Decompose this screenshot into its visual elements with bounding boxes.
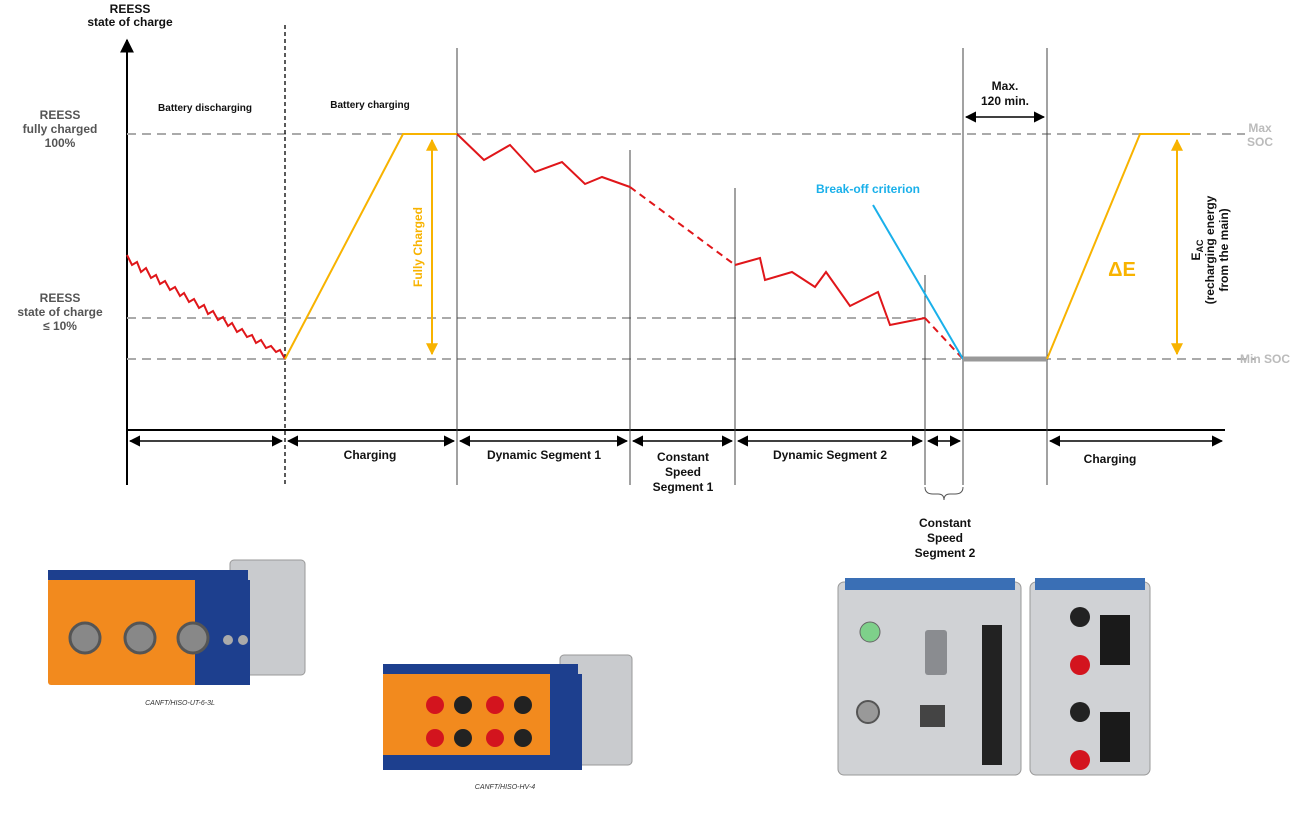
- min-soc-label: Min SOC: [1240, 352, 1290, 366]
- brace: [924, 486, 964, 501]
- charge-curve: [284, 133, 457, 360]
- break-off-label: Break-off criterion: [816, 182, 920, 196]
- phase-label: Battery charging: [330, 100, 409, 111]
- fully-charged-label: Fully Charged: [411, 207, 425, 287]
- segment-label: Constant Speed Segment 2: [915, 516, 976, 560]
- device-photo: [383, 654, 633, 770]
- recharge-curve: [1046, 133, 1190, 360]
- break-off-line: [872, 204, 964, 360]
- dynamic-1-curve: [456, 133, 631, 188]
- segment-label: Charging: [344, 448, 397, 462]
- caption: CANFT/HISO-UT-6-3L: [145, 700, 215, 707]
- e-ac-text: (recharging energy: [1203, 195, 1217, 304]
- segment-label: Charging: [1084, 452, 1137, 466]
- segment-label: Constant Speed Segment 1: [653, 450, 714, 494]
- max-time-label: Max. 120 min.: [981, 79, 1029, 108]
- dynamic-2-curve: [734, 256, 926, 327]
- device-photo: [48, 559, 306, 685]
- low-label: REESS state of charge ≤ 10%: [17, 291, 103, 333]
- e-ac-text: from the main): [1217, 208, 1231, 291]
- discharge-curve: [126, 254, 286, 360]
- delta-e-label: ΔE: [1108, 259, 1136, 281]
- phase-label: Battery discharging: [158, 103, 252, 114]
- e-ac-label: EAC (recharging energy from the main): [1189, 195, 1231, 304]
- caption: CANFT/HISO-HV-4: [475, 784, 536, 791]
- y-axis-label: REESS state of charge: [87, 2, 173, 29]
- constant-2-curve: [924, 317, 964, 360]
- segment-label: Dynamic Segment 2: [773, 448, 887, 462]
- full-label: REESS fully charged 100%: [23, 108, 98, 150]
- device-photo: [837, 578, 1151, 776]
- constant-1-curve: [629, 186, 736, 266]
- e-ac-symbol: EAC: [1189, 239, 1205, 261]
- segment-label: Dynamic Segment 1: [487, 448, 601, 462]
- max-soc-label: Max SOC: [1247, 121, 1273, 149]
